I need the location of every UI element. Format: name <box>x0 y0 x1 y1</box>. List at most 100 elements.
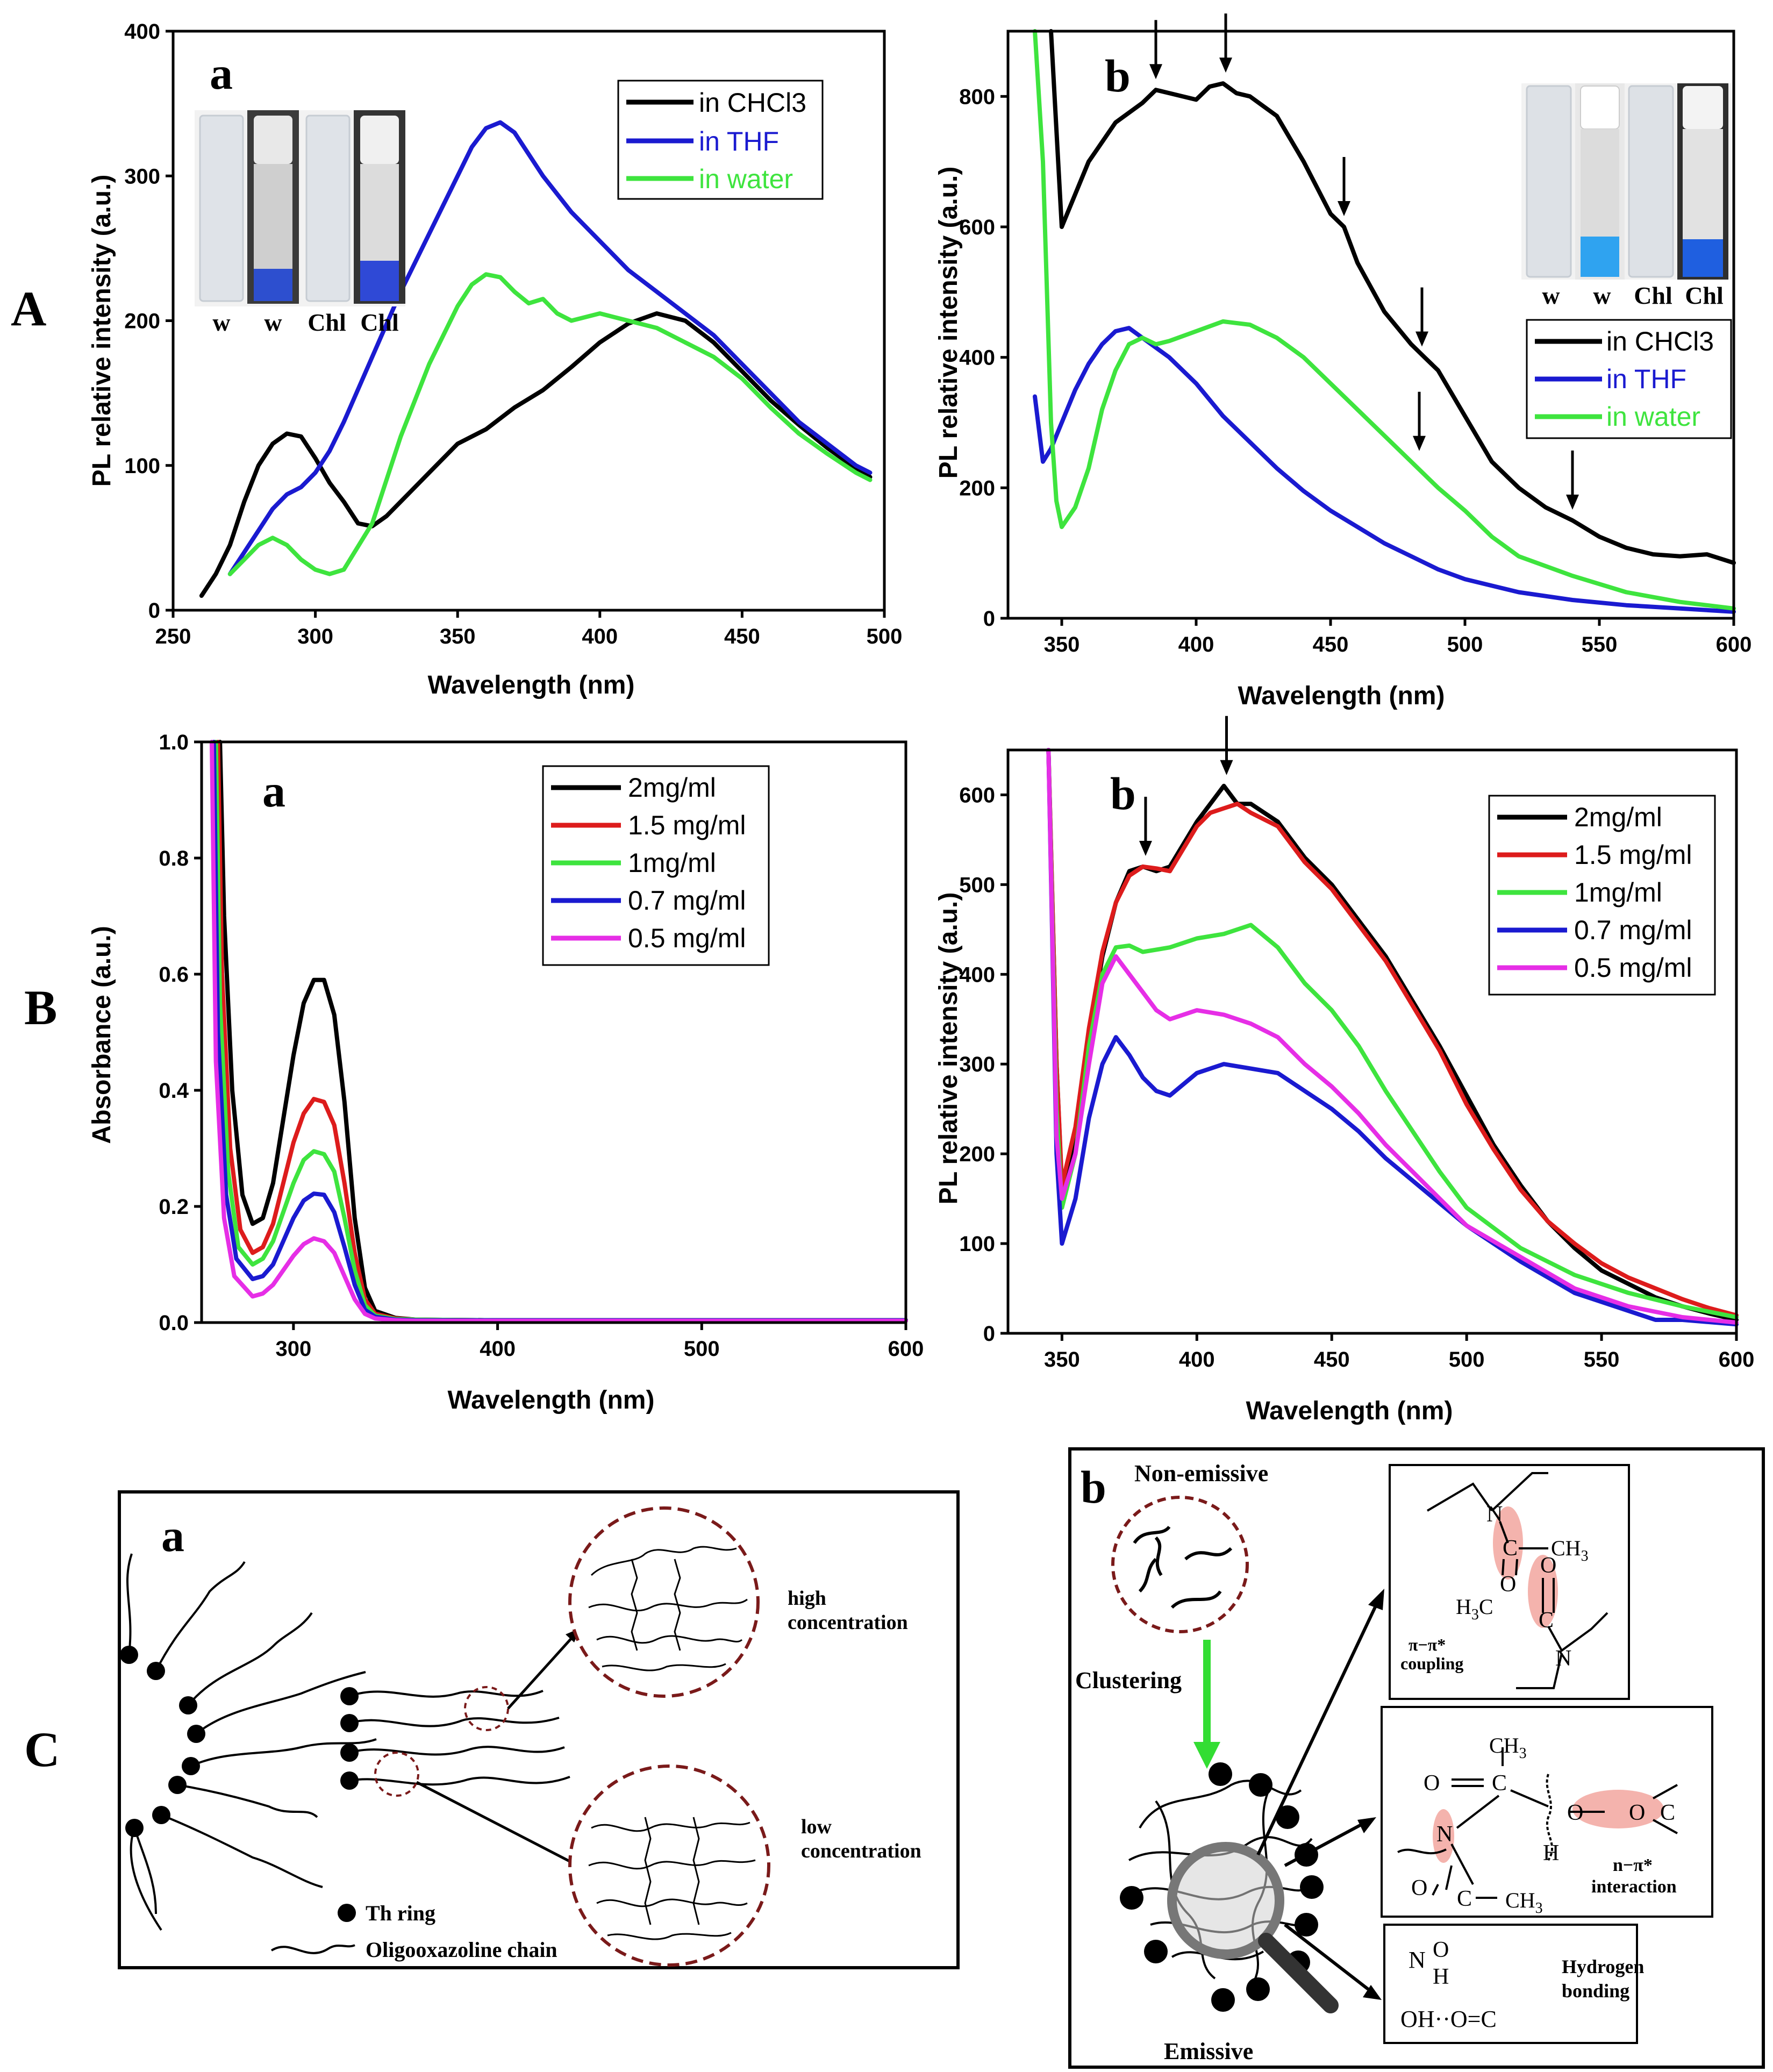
legend-chain-sample <box>270 1944 355 1954</box>
chart-B-a-legend: 2mg/ml 1.5 mg/ml 1mg/ml 0.7 mg/ml 0.5 mg… <box>542 765 770 966</box>
chart-A-b-vial-label-2: w <box>1593 282 1611 309</box>
box3-o: O <box>1433 1938 1449 1962</box>
y-tick-label: 0.6 <box>159 963 189 987</box>
box1-o-left: O <box>1500 1572 1516 1597</box>
series-line-3 <box>1046 748 1739 1327</box>
plot-frame <box>1006 748 1738 1335</box>
parallel-chains <box>349 1690 570 1786</box>
box3-label-hydrogen: Hydrogen <box>1562 1956 1644 1977</box>
zoom-circle-low <box>568 1764 770 1967</box>
chart-A-b-xlabel: Wavelength (nm) <box>1238 682 1445 710</box>
box3-h: H <box>1433 1964 1449 1989</box>
legend-label-chcl3: in CHCl3 <box>1606 326 1714 356</box>
x-tick-label: 600 <box>888 1337 924 1361</box>
annotation-arrowhead <box>1139 841 1152 856</box>
legend-th-ring: Th ring <box>366 1901 435 1925</box>
chart-A-a-vial-photo <box>195 110 405 306</box>
panel-letter-A: A <box>11 281 46 336</box>
th-ring-dot <box>1246 1977 1270 2001</box>
chart-B-b-legend: 2mg/ml 1.5 mg/ml 1mg/ml 0.7 mg/ml 0.5 mg… <box>1488 795 1716 996</box>
chart-B-a-xlabel: Wavelength (nm) <box>448 1386 655 1414</box>
y-tick-label: 400 <box>959 963 995 987</box>
zoom-high-chains <box>588 1546 748 1671</box>
chart-A-a-legend: in CHCl3 in THF in water <box>617 80 824 200</box>
x-tick-label: 400 <box>1179 1348 1215 1371</box>
y-tick-label: 300 <box>959 1053 995 1076</box>
vial-3 <box>305 115 351 302</box>
vial-2-blue-glow <box>254 269 292 301</box>
chart-A-b-sub-label: b <box>1105 50 1131 102</box>
x-tick-label: 500 <box>867 625 903 648</box>
box1-c-top: C <box>1503 1536 1518 1561</box>
y-tick-label: 600 <box>959 783 995 807</box>
arrow-to-box3 <box>1284 1923 1369 1991</box>
x-tick-label: 350 <box>1044 1348 1080 1371</box>
box1-n-bottom: N <box>1555 1646 1571 1671</box>
arrow-to-box1 <box>1256 1604 1378 1856</box>
legend-label-1-5mg: 1.5 mg/ml <box>1574 840 1692 870</box>
box1-h3c: H3C <box>1456 1595 1493 1623</box>
vial-1 <box>1526 85 1572 278</box>
y-tick-label: 100 <box>959 1232 995 1256</box>
annotation-arrowhead <box>1413 435 1426 451</box>
box2-ch3: CH3 <box>1489 1733 1527 1762</box>
box2-o-left: O <box>1424 1771 1440 1796</box>
panel-letter-B: B <box>24 980 57 1035</box>
annotation-arrowhead <box>1566 495 1579 510</box>
legend-label-water: in water <box>699 164 793 194</box>
chart-B-a: 300 400 500 600 0.0 0.2 0.4 0.6 0.8 1.0 a Wavelen… <box>88 731 924 1414</box>
box2-o-carbonyl: O <box>1629 1801 1645 1825</box>
x-tick-label: 450 <box>1314 1348 1350 1371</box>
box2-o-hydroxyl: O <box>1567 1801 1583 1825</box>
th-ring-dot <box>340 1714 359 1732</box>
box2-ch3-bottom-sub: 3 <box>1535 1900 1543 1917</box>
label-high: high <box>788 1587 826 1610</box>
x-tick-label: 500 <box>1449 1348 1485 1371</box>
box-hydrogen-bonding: N O H OH··O=C Hydrogen bonding <box>1383 1924 1644 2044</box>
chart-B-b-xlabel: Wavelength (nm) <box>1246 1397 1453 1425</box>
vial-2-blue-glow <box>1581 237 1619 277</box>
clustering-arrowhead <box>1193 1742 1220 1769</box>
series-line-1 <box>1046 748 1739 1318</box>
label-low: low <box>801 1816 832 1838</box>
scheme-C-b: b Non-emissive Clustering <box>1068 1447 1765 2069</box>
legend-label-0-5mg: 0.5 mg/ml <box>628 923 746 953</box>
chart-A-a-vial-label-1: w <box>212 309 230 336</box>
scheme-C-b-sub-label: b <box>1081 1461 1106 1513</box>
legend-label-0-7mg: 0.7 mg/ml <box>1574 915 1692 945</box>
chart-B-b-ylabel: PL relative intensity (a.u.) <box>934 892 963 1205</box>
x-tick-label: 450 <box>724 625 760 648</box>
legend-label-1mg: 1mg/ml <box>1574 877 1662 908</box>
vial-3 <box>1628 85 1674 278</box>
box2-c-right: C <box>1660 1801 1675 1825</box>
x-tick-label: 300 <box>297 625 333 648</box>
x-tick-label: 250 <box>155 625 191 648</box>
legend-label-0-7mg: 0.7 mg/ml <box>628 885 746 916</box>
arrow-to-box2 <box>1284 1824 1361 1867</box>
th-ring-dot <box>182 1757 200 1775</box>
label-clustering: Clustering <box>1075 1667 1182 1694</box>
chart-A-a-vial-label-4: Chl <box>360 309 399 336</box>
arrowhead-box3 <box>1363 1985 1382 2000</box>
plot-frame <box>1006 30 1735 620</box>
th-ring-dot <box>1276 1805 1299 1829</box>
box1-bonds <box>1426 1472 1608 1689</box>
box2-label-n-pi: n−π* <box>1613 1855 1653 1875</box>
box1-ch3: CH3 <box>1551 1536 1589 1564</box>
x-tick-label: 600 <box>1719 1348 1755 1371</box>
box-pi-pi-coupling: N C CH3 O O H3C C N π−π* coupling <box>1389 1464 1630 1700</box>
legend-th-ring-dot <box>338 1904 356 1922</box>
scheme-C-a: a <box>118 1490 960 1969</box>
non-emissive-chains <box>1133 1525 1233 1609</box>
box2-h: H <box>1543 1841 1559 1866</box>
y-tick-label: 0.4 <box>159 1079 189 1103</box>
series-line-2 <box>1033 29 1736 611</box>
chart-A-b-vial-label-1: w <box>1542 282 1560 309</box>
chart-A-a-vial-label-2: w <box>264 309 282 336</box>
annotation-arrowhead <box>1149 64 1162 80</box>
label-high-concentration: concentration <box>788 1611 908 1634</box>
chart-A-b-plot: 350 400 450 500 550 600 0 200 400 600 800 <box>959 13 1751 656</box>
box3-frame <box>1383 1924 1638 2044</box>
magnifier-handle <box>1258 1933 1339 2013</box>
zoom-marker-low <box>374 1752 419 1797</box>
